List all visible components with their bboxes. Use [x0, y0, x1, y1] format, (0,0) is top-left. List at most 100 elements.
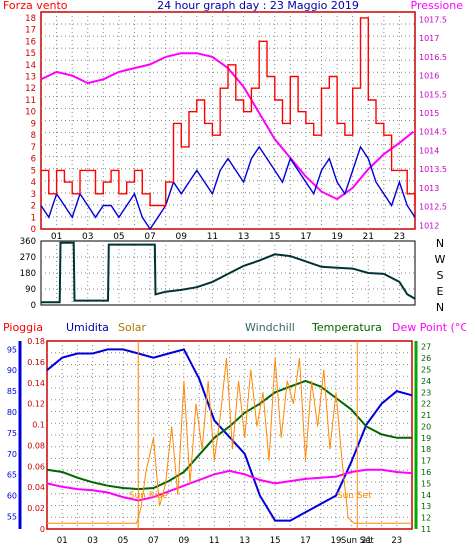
x-tick-label: 09: [176, 232, 188, 242]
series-wind: [40, 145, 416, 231]
x-tick-label: 13: [238, 232, 249, 242]
temperature-tick-label: 21: [421, 411, 431, 420]
rain-tick-label: 0.02: [27, 504, 45, 513]
series-dew_point: [46, 468, 413, 502]
rain-tick-label: 0.1: [32, 421, 45, 430]
x-tick-label: 21: [363, 232, 374, 242]
temperature-tick-label: 18: [421, 445, 431, 454]
x-tick-label: 07: [148, 536, 159, 546]
y-left-tick-label: 8: [31, 131, 36, 141]
y-right-tick-label: 1017: [419, 34, 439, 43]
y-left-tick-label: 14: [25, 61, 36, 71]
y-right-tick-label: 1015: [419, 109, 439, 118]
temperature-tick-label: 22: [421, 400, 431, 409]
x-tick-label: 09: [178, 536, 189, 546]
x-tick-label: 07: [144, 232, 155, 242]
y-left-tick-label: 16: [25, 37, 36, 47]
temperature-tick-label: 12: [421, 514, 431, 523]
series-humidity: [46, 348, 413, 522]
x-tick-label: 05: [113, 232, 124, 242]
temperature-tick-label: 27: [421, 343, 431, 352]
x-tick-label: 11: [207, 232, 218, 242]
x-tick-label: 03: [82, 232, 93, 242]
temperature-tick-label: 15: [421, 479, 431, 488]
x-tick-label: 23: [391, 536, 402, 546]
temperature-tick-label: 24: [421, 377, 431, 386]
x-tick-label: 15: [270, 536, 281, 546]
humidity-tick-label: 90: [7, 366, 17, 375]
x-tick-label: 05: [118, 536, 129, 546]
y-right-tick-label: 1017.5: [419, 15, 447, 24]
x-tick-label: Sun Set: [341, 536, 374, 546]
chart3-tick-labels: 0 0.02 0.04 0.06 0.08 0.1 0.12 0.14 0.16 0.18 55 60…: [7, 337, 431, 546]
direction-label: N: [436, 237, 444, 250]
series-pressure: [40, 52, 415, 201]
temperature-tick-label: 19: [421, 434, 431, 443]
y-right-tick-label: 1013: [419, 184, 439, 193]
y-left-tick-label: 6: [31, 155, 36, 165]
x-tick-label: 19: [331, 536, 342, 546]
x-tick-label: 21: [361, 536, 372, 546]
humidity-tick-label: 55: [7, 512, 17, 521]
y-right-tick-label: 1015.5: [419, 90, 447, 99]
x-tick-label: 01: [57, 536, 68, 546]
y-tick-label: 360: [20, 237, 36, 247]
direction-label: W: [435, 253, 446, 266]
chart3-grid: [47, 341, 412, 529]
chart3-legend: Pioggia Umidita Solar Windchill Temperatura D…: [3, 321, 466, 334]
humidity-tick-label: 80: [7, 408, 17, 417]
temperature-tick-label: 25: [421, 365, 431, 374]
y-tick-label: 180: [20, 269, 36, 279]
temperature-tick-label: 17: [421, 457, 431, 466]
rain-tick-label: 0.12: [27, 400, 45, 409]
y-left-tick-label: 1: [31, 213, 36, 223]
series-solar: [47, 358, 412, 524]
legend-entry: Solar: [118, 321, 147, 334]
humidity-tick-label: 85: [7, 387, 17, 396]
series-direction: [41, 241, 416, 304]
temperature-tick-label: 16: [421, 468, 431, 477]
temperature-tick-label: 14: [421, 491, 431, 500]
y-left-tick-label: 15: [25, 49, 36, 59]
y-tick-label: 270: [20, 253, 36, 263]
temperature-tick-label: 26: [421, 354, 431, 363]
y-right-tick-label: 1016.5: [419, 53, 447, 62]
direction-label: E: [437, 285, 444, 298]
y-left-tick-label: 5: [31, 166, 36, 176]
x-tick-label: 01: [51, 232, 62, 242]
y-left-tick-label: 10: [25, 108, 36, 118]
y-left-tick-label: 13: [25, 73, 36, 83]
legend-entry: Temperatura: [311, 321, 382, 334]
humidity-tick-label: 75: [7, 429, 17, 438]
rain-tick-label: 0.04: [27, 483, 45, 492]
legend-entry: Dew Point (°C): [392, 321, 466, 334]
y-right-tick-label: 1012: [419, 221, 439, 230]
y-right-tick-label: 1014: [419, 146, 439, 155]
chart1-left-label: Forza vento: [3, 0, 68, 12]
x-tick-label: 23: [394, 232, 405, 242]
temperature-tick-label: 13: [421, 502, 431, 511]
rain-tick-label: 0: [40, 525, 45, 534]
direction-label: S: [437, 269, 444, 282]
humidity-tick-label: 95: [7, 345, 17, 354]
y-right-tick-label: 1014.5: [419, 128, 447, 137]
direction-label: N: [436, 301, 444, 314]
x-tick-label: 11: [209, 536, 220, 546]
chart2-series: [41, 241, 416, 304]
legend-entry: Pioggia: [3, 321, 43, 334]
x-tick-label: 03: [87, 536, 98, 546]
y-left-tick-label: 3: [31, 190, 36, 200]
x-tick-label: 13: [239, 536, 250, 546]
rain-tick-label: 0.16: [27, 358, 45, 367]
legend-entry: Windchill: [245, 321, 295, 334]
chart1-series: [40, 17, 416, 231]
chart1-right-label: Pressione: [411, 0, 464, 12]
y-left-tick-label: 7: [31, 143, 36, 153]
x-tick-label: 17: [300, 232, 311, 242]
sunrise-annotation: Sun Rise: [129, 491, 168, 501]
chart1-title: 24 hour graph day : 23 Maggio 2019: [157, 0, 359, 12]
y-tick-label: 0: [31, 301, 36, 311]
temperature-tick-label: 11: [421, 525, 431, 534]
